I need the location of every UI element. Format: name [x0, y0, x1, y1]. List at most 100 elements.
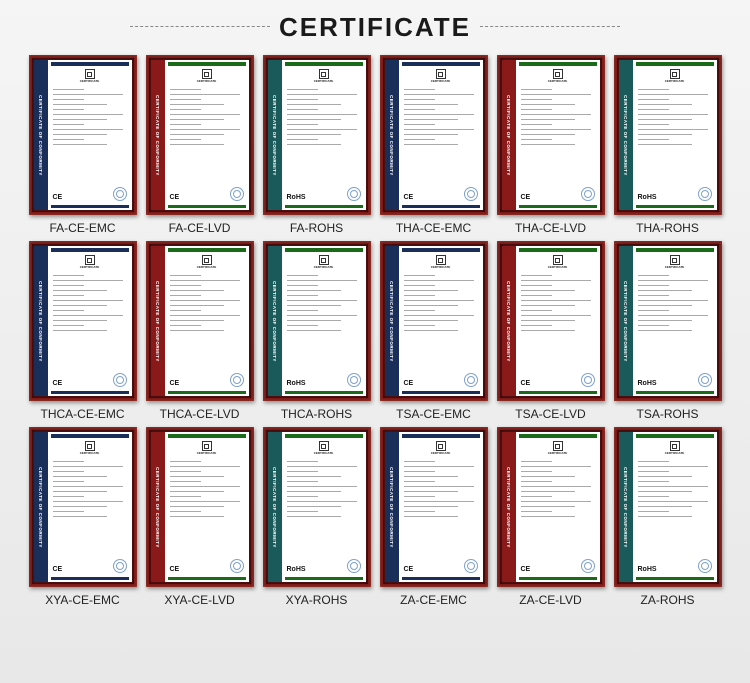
certificate-heading: CERTIFICATE [636, 80, 714, 83]
certificate-heading: CERTIFICATE [402, 452, 480, 455]
certificate-cell: CERTIFICATE OF CONFORMITYCERTIFICATECE TS… [494, 241, 607, 421]
cert-logo-icon [85, 255, 95, 265]
certificate-heading: CERTIFICATE [519, 80, 597, 83]
certificate-page: CERTIFICATE OF CONFORMITYCERTIFICATE CE [151, 432, 249, 582]
certificate-heading: CERTIFICATE [636, 452, 714, 455]
certificate-sidebar-text: CERTIFICATE OF CONFORMITY [502, 432, 516, 582]
certificate-label: FA-CE-LVD [169, 221, 231, 235]
certificate-sidebar-text: CERTIFICATE OF CONFORMITY [268, 246, 282, 396]
certificate-frame: CERTIFICATE OF CONFORMITYCERTIFICATE RoHS [263, 241, 371, 401]
certificate-frame: CERTIFICATE OF CONFORMITYCERTIFICATECE [380, 427, 488, 587]
stamp-icon [698, 373, 712, 387]
certificate-heading: CERTIFICATE [402, 266, 480, 269]
cert-logo-icon [202, 441, 212, 451]
certificate-sidebar-text: CERTIFICATE OF CONFORMITY [151, 432, 165, 582]
certificate-page: CERTIFICATE OF CONFORMITYCERTIFICATE RoHS [268, 246, 366, 396]
certificate-page: CERTIFICATE OF CONFORMITYCERTIFICATECE [34, 432, 132, 582]
stamp-icon [230, 559, 244, 573]
certificate-sidebar-text: CERTIFICATE OF CONFORMITY [619, 60, 633, 210]
certificate-page: CERTIFICATE OF CONFORMITYCERTIFICATE CE [34, 60, 132, 210]
stamp-icon [698, 187, 712, 201]
cert-logo-icon [319, 69, 329, 79]
stamp-icon [698, 559, 712, 573]
certificate-cell: CERTIFICATE OF CONFORMITYCERTIFICATECETH… [143, 241, 256, 421]
certificate-mark: CE [404, 380, 414, 387]
stamp-icon [581, 187, 595, 201]
certificate-grid: CERTIFICATE OF CONFORMITYCERTIFICATECEFA… [0, 51, 750, 617]
certificate-frame: CERTIFICATE OF CONFORMITYCERTIFICATECE [29, 427, 137, 587]
stamp-icon [347, 187, 361, 201]
certificate-frame: CERTIFICATE OF CONFORMITYCERTIFICATERoHS [263, 427, 371, 587]
certificate-label: ZA-ROHS [641, 593, 695, 607]
certificate-mark: RoHS [638, 566, 657, 573]
certificate-label: THA-CE-LVD [515, 221, 586, 235]
stamp-icon [347, 373, 361, 387]
certificate-mark: CE [53, 566, 63, 573]
certificate-label: ZA-CE-EMC [400, 593, 467, 607]
stamp-icon [581, 559, 595, 573]
stamp-icon [113, 373, 127, 387]
certificate-frame: CERTIFICATE OF CONFORMITYCERTIFICATECE [380, 241, 488, 401]
certificate-label: ZA-CE-LVD [519, 593, 581, 607]
certificate-label: THA-ROHS [636, 221, 699, 235]
certificate-mark: CE [404, 566, 414, 573]
certificate-page: CERTIFICATE OF CONFORMITYCERTIFICATERoHS [268, 432, 366, 582]
certificate-sidebar-text: CERTIFICATE OF CONFORMITY [619, 432, 633, 582]
cert-logo-icon [319, 441, 329, 451]
certificate-sidebar-text: CERTIFICATE OF CONFORMITY [151, 246, 165, 396]
cert-logo-icon [436, 441, 446, 451]
cert-logo-icon [85, 441, 95, 451]
certificate-heading: CERTIFICATE [51, 266, 129, 269]
cert-logo-icon [85, 69, 95, 79]
certificate-page: CERTIFICATE OF CONFORMITYCERTIFICATERoHS [619, 246, 717, 396]
stamp-icon [113, 559, 127, 573]
certificate-label: TSA-CE-EMC [396, 407, 471, 421]
certificate-mark: CE [521, 566, 531, 573]
certificate-mark: CE [521, 194, 531, 201]
cert-logo-icon [202, 255, 212, 265]
certificate-frame: CERTIFICATE OF CONFORMITYCERTIFICATE CE [29, 55, 137, 215]
certificate-page: CERTIFICATE OF CONFORMITYCERTIFICATECE [502, 246, 600, 396]
cert-logo-icon [436, 255, 446, 265]
certificate-heading: CERTIFICATE [285, 452, 363, 455]
certificate-sidebar-text: CERTIFICATE OF CONFORMITY [619, 246, 633, 396]
certificate-heading: CERTIFICATE [51, 452, 129, 455]
certificate-mark: RoHS [638, 194, 657, 201]
certificate-frame: CERTIFICATE OF CONFORMITYCERTIFICATECE [497, 55, 605, 215]
certificate-label: THCA-CE-EMC [41, 407, 125, 421]
certificate-label: XYA-CE-LVD [164, 593, 234, 607]
certificate-sidebar-text: CERTIFICATE OF CONFORMITY [268, 60, 282, 210]
stamp-icon [464, 559, 478, 573]
certificate-cell: CERTIFICATE OF CONFORMITYCERTIFICATERoHS… [611, 241, 724, 421]
certificate-cell: CERTIFICATE OF CONFORMITYCERTIFICATECETS… [377, 241, 490, 421]
certificate-heading: CERTIFICATE [168, 266, 246, 269]
cert-logo-icon [319, 255, 329, 265]
cert-logo-icon [670, 441, 680, 451]
certificate-label: THCA-CE-LVD [160, 407, 240, 421]
certificate-cell: CERTIFICATE OF CONFORMITYCERTIFICATE RoHS… [611, 55, 724, 235]
certificate-mark: CE [53, 194, 63, 201]
cert-logo-icon [670, 255, 680, 265]
certificate-heading: CERTIFICATE [168, 452, 246, 455]
certificate-mark: CE [170, 566, 180, 573]
certificate-heading: CERTIFICATE [636, 266, 714, 269]
certificate-heading: CERTIFICATE [519, 452, 597, 455]
certificate-page: CERTIFICATE OF CONFORMITYCERTIFICATE RoHS [619, 432, 717, 582]
certificate-cell: CERTIFICATE OF CONFORMITYCERTIFICATECETH… [377, 55, 490, 235]
certificate-label: FA-CE-EMC [50, 221, 116, 235]
certificate-heading: CERTIFICATE [285, 266, 363, 269]
certificate-sidebar-text: CERTIFICATE OF CONFORMITY [34, 60, 48, 210]
certificate-label: THCA-ROHS [281, 407, 352, 421]
certificate-label: TSA-CE-LVD [515, 407, 585, 421]
stamp-icon [581, 373, 595, 387]
certificate-mark: RoHS [287, 380, 306, 387]
certificate-heading: CERTIFICATE [51, 80, 129, 83]
certificate-frame: CERTIFICATE OF CONFORMITYCERTIFICATECE [146, 55, 254, 215]
certificate-label: TSA-ROHS [636, 407, 698, 421]
certificate-cell: CERTIFICATE OF CONFORMITYCERTIFICATECETH… [494, 55, 607, 235]
cert-logo-icon [202, 69, 212, 79]
certificate-sidebar-text: CERTIFICATE OF CONFORMITY [151, 60, 165, 210]
certificate-page: CERTIFICATE OF CONFORMITYCERTIFICATECE [385, 432, 483, 582]
certificate-cell: CERTIFICATE OF CONFORMITYCERTIFICATERoHS… [260, 55, 373, 235]
certificate-mark: CE [170, 194, 180, 201]
